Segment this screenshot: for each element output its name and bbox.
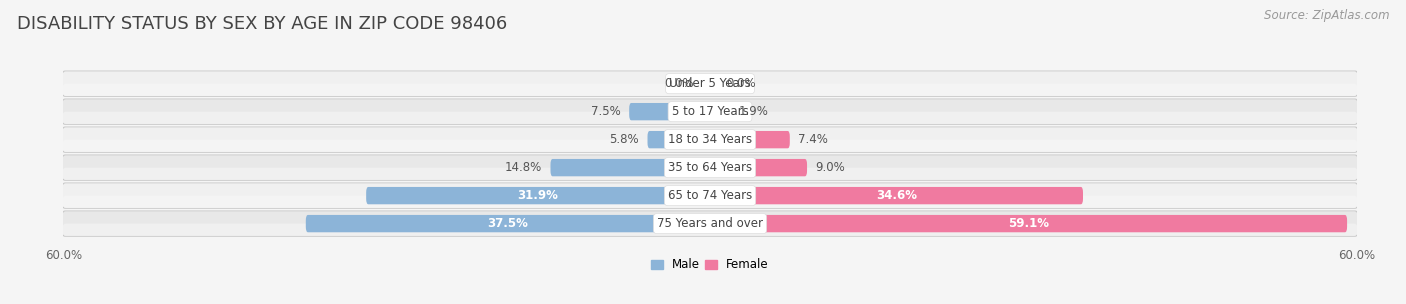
FancyBboxPatch shape: [60, 154, 1360, 181]
Text: 34.6%: 34.6%: [876, 189, 917, 202]
FancyBboxPatch shape: [60, 210, 1360, 237]
FancyBboxPatch shape: [366, 187, 710, 204]
FancyBboxPatch shape: [710, 187, 1083, 204]
FancyBboxPatch shape: [60, 183, 1360, 208]
FancyBboxPatch shape: [60, 211, 1360, 236]
FancyBboxPatch shape: [60, 140, 1360, 152]
FancyBboxPatch shape: [60, 71, 1360, 97]
FancyBboxPatch shape: [60, 182, 1360, 209]
FancyBboxPatch shape: [60, 126, 1360, 153]
Text: 14.8%: 14.8%: [505, 161, 541, 174]
Text: 0.0%: 0.0%: [725, 77, 756, 90]
FancyBboxPatch shape: [60, 71, 1360, 96]
FancyBboxPatch shape: [60, 155, 1360, 180]
Text: 18 to 34 Years: 18 to 34 Years: [668, 133, 752, 146]
Text: Source: ZipAtlas.com: Source: ZipAtlas.com: [1264, 9, 1389, 22]
FancyBboxPatch shape: [305, 215, 710, 232]
Text: 37.5%: 37.5%: [488, 217, 529, 230]
FancyBboxPatch shape: [60, 99, 1360, 124]
FancyBboxPatch shape: [551, 159, 710, 176]
Text: 65 to 74 Years: 65 to 74 Years: [668, 189, 752, 202]
FancyBboxPatch shape: [710, 103, 731, 120]
Text: 1.9%: 1.9%: [740, 105, 769, 118]
Text: 7.4%: 7.4%: [799, 133, 828, 146]
Text: Under 5 Years: Under 5 Years: [669, 77, 751, 90]
Text: 31.9%: 31.9%: [517, 189, 558, 202]
FancyBboxPatch shape: [60, 168, 1360, 180]
FancyBboxPatch shape: [710, 215, 1347, 232]
Text: 59.1%: 59.1%: [1008, 217, 1049, 230]
Text: 35 to 64 Years: 35 to 64 Years: [668, 161, 752, 174]
Legend: Male, Female: Male, Female: [647, 254, 773, 276]
Text: DISABILITY STATUS BY SEX BY AGE IN ZIP CODE 98406: DISABILITY STATUS BY SEX BY AGE IN ZIP C…: [17, 15, 508, 33]
FancyBboxPatch shape: [60, 195, 1360, 208]
Text: 9.0%: 9.0%: [815, 161, 845, 174]
FancyBboxPatch shape: [60, 98, 1360, 125]
FancyBboxPatch shape: [60, 127, 1360, 152]
Text: 0.0%: 0.0%: [664, 77, 695, 90]
FancyBboxPatch shape: [710, 159, 807, 176]
Text: 5.8%: 5.8%: [609, 133, 638, 146]
FancyBboxPatch shape: [60, 84, 1360, 96]
Text: 75 Years and over: 75 Years and over: [657, 217, 763, 230]
FancyBboxPatch shape: [710, 131, 790, 148]
FancyBboxPatch shape: [648, 131, 710, 148]
Text: 7.5%: 7.5%: [591, 105, 620, 118]
Text: 5 to 17 Years: 5 to 17 Years: [672, 105, 748, 118]
FancyBboxPatch shape: [60, 224, 1360, 236]
FancyBboxPatch shape: [630, 103, 710, 120]
FancyBboxPatch shape: [60, 112, 1360, 124]
